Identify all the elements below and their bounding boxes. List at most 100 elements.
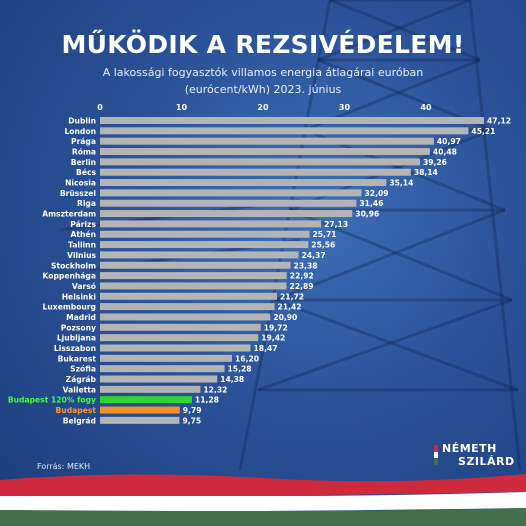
value-label: 9,79 xyxy=(183,406,202,415)
flag-mark-icon xyxy=(434,445,438,465)
bar xyxy=(100,303,275,311)
brand-line-1: NÉMETH xyxy=(442,442,497,455)
hungarian-flag-wave-icon xyxy=(0,474,526,526)
category-label: Budapest xyxy=(56,406,97,415)
bar xyxy=(100,416,180,424)
brand-line-2: SZILÁRD xyxy=(458,455,515,468)
bar xyxy=(100,189,362,197)
x-tick-label: 10 xyxy=(176,103,188,112)
category-label: Szófia xyxy=(70,365,96,374)
category-label: Koppenhága xyxy=(43,272,97,281)
value-label: 27,13 xyxy=(324,220,348,229)
value-label: 24,37 xyxy=(302,251,326,260)
bar xyxy=(100,272,287,280)
value-label: 31,46 xyxy=(359,199,383,208)
value-label: 25,71 xyxy=(313,230,337,239)
value-label: 40,48 xyxy=(433,148,457,157)
bar xyxy=(100,220,322,228)
category-label: Valletta xyxy=(63,385,96,394)
category-label: Párizs xyxy=(70,220,96,229)
value-label: 39,26 xyxy=(423,158,447,167)
category-label: Lisszabon xyxy=(54,344,96,353)
category-label: Pozsony xyxy=(61,323,96,332)
bar xyxy=(100,230,310,238)
value-label: 30,96 xyxy=(355,210,379,219)
value-label: 11,28 xyxy=(195,396,219,405)
value-label: 45,21 xyxy=(471,127,495,136)
value-label: 35,14 xyxy=(389,179,413,188)
value-label: 40,97 xyxy=(437,137,461,146)
bar xyxy=(100,313,271,321)
value-label: 38,14 xyxy=(414,168,438,177)
category-label: Dublin xyxy=(68,117,96,126)
category-label: Bukarest xyxy=(58,354,97,363)
value-label: 14,38 xyxy=(220,375,244,384)
bar xyxy=(100,241,309,249)
bar xyxy=(100,334,259,342)
value-label: 21,72 xyxy=(280,292,304,301)
x-tick-label: 30 xyxy=(339,103,351,112)
bar xyxy=(100,117,484,124)
category-label: Brüsszel xyxy=(60,189,96,198)
chart-subtitle: A lakossági fogyasztók villamos energia … xyxy=(0,64,526,98)
value-label: 22,92 xyxy=(290,272,314,281)
bar xyxy=(100,323,261,331)
category-label: Varsó xyxy=(72,282,96,291)
bar xyxy=(100,127,469,135)
category-label: Budapest 120% fogy xyxy=(8,396,96,405)
bar xyxy=(100,375,218,383)
category-label: Amszterdam xyxy=(42,210,96,219)
bar xyxy=(100,365,225,373)
bar xyxy=(100,406,180,414)
subtitle-line-1: A lakossági fogyasztók villamos energia … xyxy=(102,66,424,79)
category-label: Helsinki xyxy=(62,292,96,301)
source-note: Forrás: MEKH xyxy=(37,462,91,471)
x-tick-label: 0 xyxy=(97,103,103,112)
subtitle-line-2: (eurócent/kWh) 2023. június xyxy=(184,83,342,96)
category-label: Riga xyxy=(77,199,96,208)
category-label: Athén xyxy=(71,230,96,239)
category-label: Prága xyxy=(71,137,96,146)
category-label: Berlin xyxy=(71,158,96,167)
value-label: 20,90 xyxy=(273,313,297,322)
category-label: London xyxy=(64,127,96,136)
value-label: 21,42 xyxy=(278,303,302,312)
category-label: Zágráb xyxy=(66,375,97,384)
category-label: Ljubljana xyxy=(57,334,96,343)
value-label: 18,47 xyxy=(254,344,278,353)
bar xyxy=(100,344,251,352)
value-label: 12,32 xyxy=(203,385,227,394)
brand-logo: NÉMETH SZILÁRD xyxy=(432,440,516,470)
value-label: 47,12 xyxy=(487,117,511,126)
category-label: Bécs xyxy=(76,168,96,177)
bar xyxy=(100,168,411,176)
bar xyxy=(100,261,291,269)
bar xyxy=(100,179,387,187)
category-label: Madrid xyxy=(66,313,96,322)
bar xyxy=(100,137,434,145)
bar xyxy=(100,385,201,393)
bar xyxy=(100,396,192,404)
bar xyxy=(100,199,357,207)
value-label: 22,89 xyxy=(290,282,314,291)
value-label: 15,28 xyxy=(228,365,252,374)
value-label: 23,38 xyxy=(294,261,318,270)
category-label: Luxembourg xyxy=(43,303,96,312)
value-label: 25,56 xyxy=(311,241,335,250)
category-label: Róma xyxy=(72,148,96,157)
bar xyxy=(100,210,353,218)
bar xyxy=(100,148,430,156)
value-label: 32,09 xyxy=(365,189,389,198)
bar xyxy=(100,354,233,362)
x-tick-label: 20 xyxy=(257,103,269,112)
bar xyxy=(100,292,278,300)
value-label: 19,42 xyxy=(261,334,285,343)
category-label: Vilnius xyxy=(67,251,96,260)
value-label: 9,75 xyxy=(182,416,201,425)
x-tick-label: 40 xyxy=(420,103,432,112)
bar xyxy=(100,251,299,259)
category-label: Stockholm xyxy=(51,261,96,270)
value-label: 16,20 xyxy=(235,354,259,363)
